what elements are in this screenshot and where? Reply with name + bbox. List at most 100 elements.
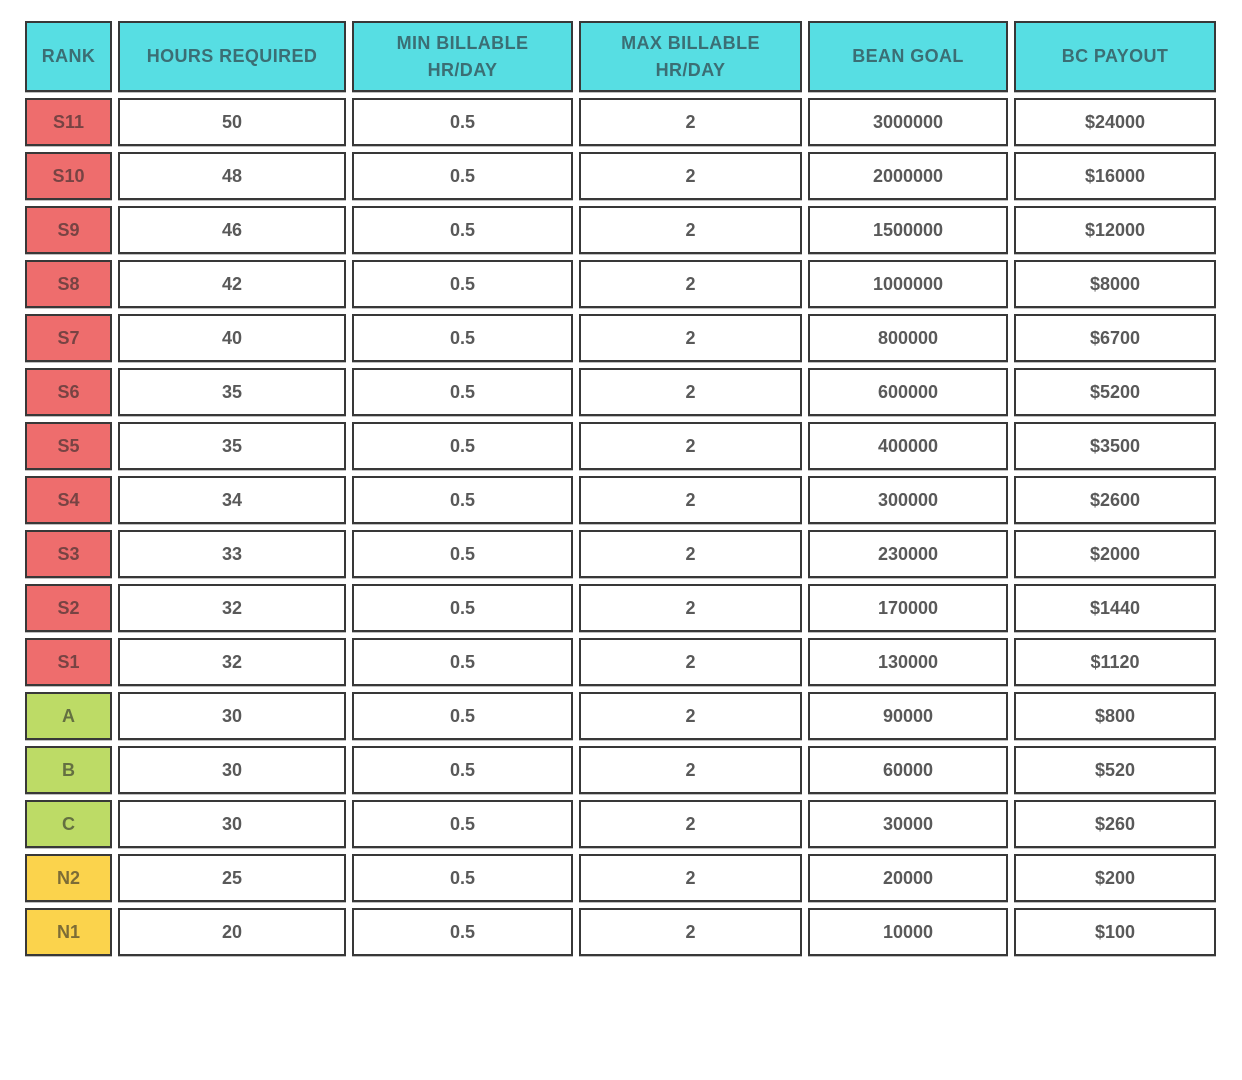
rank-badge-cell: S3 [25, 530, 112, 578]
bean-cell: 170000 [808, 584, 1008, 632]
hours-cell: 25 [118, 854, 346, 902]
hours-cell: 48 [118, 152, 346, 200]
bean-cell: 90000 [808, 692, 1008, 740]
max-cell: 2 [579, 152, 802, 200]
rank-badge-cell: S7 [25, 314, 112, 362]
rank-badge-cell: S11 [25, 98, 112, 146]
payout-table-grid: RANK HOURS REQUIRED MIN BILLABLE HR/DAY … [25, 21, 1216, 956]
header-cell-min-billable: MIN BILLABLE HR/DAY [352, 21, 573, 92]
bean-cell: 2000000 [808, 152, 1008, 200]
max-cell: 2 [579, 476, 802, 524]
bean-cell: 10000 [808, 908, 1008, 956]
max-cell: 2 [579, 908, 802, 956]
rank-badge-cell: C [25, 800, 112, 848]
payout-cell: $5200 [1014, 368, 1216, 416]
bean-cell: 1000000 [808, 260, 1008, 308]
max-cell: 2 [579, 692, 802, 740]
bean-cell: 60000 [808, 746, 1008, 794]
hours-cell: 35 [118, 368, 346, 416]
bean-cell: 400000 [808, 422, 1008, 470]
payout-cell: $520 [1014, 746, 1216, 794]
max-cell: 2 [579, 746, 802, 794]
payout-cell: $6700 [1014, 314, 1216, 362]
header-cell-rank: RANK [25, 21, 112, 92]
min-cell: 0.5 [352, 368, 573, 416]
hours-cell: 34 [118, 476, 346, 524]
header-cell-hours: HOURS REQUIRED [118, 21, 346, 92]
hours-cell: 30 [118, 800, 346, 848]
max-cell: 2 [579, 800, 802, 848]
min-cell: 0.5 [352, 476, 573, 524]
min-cell: 0.5 [352, 206, 573, 254]
max-cell: 2 [579, 206, 802, 254]
payout-cell: $1120 [1014, 638, 1216, 686]
rank-badge-cell: N1 [25, 908, 112, 956]
bean-cell: 600000 [808, 368, 1008, 416]
rank-badge-cell: S8 [25, 260, 112, 308]
rank-badge-cell: N2 [25, 854, 112, 902]
bean-cell: 3000000 [808, 98, 1008, 146]
min-cell: 0.5 [352, 692, 573, 740]
bean-cell: 300000 [808, 476, 1008, 524]
max-cell: 2 [579, 422, 802, 470]
max-cell: 2 [579, 584, 802, 632]
min-cell: 0.5 [352, 260, 573, 308]
rank-badge-cell: A [25, 692, 112, 740]
rank-badge-cell: S4 [25, 476, 112, 524]
max-cell: 2 [579, 854, 802, 902]
bean-cell: 20000 [808, 854, 1008, 902]
payout-cell: $12000 [1014, 206, 1216, 254]
payout-cell: $800 [1014, 692, 1216, 740]
min-cell: 0.5 [352, 908, 573, 956]
rank-badge-cell: S1 [25, 638, 112, 686]
max-cell: 2 [579, 314, 802, 362]
max-cell: 2 [579, 638, 802, 686]
rank-badge-cell: S10 [25, 152, 112, 200]
payout-cell: $200 [1014, 854, 1216, 902]
bean-cell: 30000 [808, 800, 1008, 848]
max-cell: 2 [579, 530, 802, 578]
min-cell: 0.5 [352, 422, 573, 470]
hours-cell: 30 [118, 692, 346, 740]
payout-cell: $100 [1014, 908, 1216, 956]
max-cell: 2 [579, 260, 802, 308]
payout-cell: $3500 [1014, 422, 1216, 470]
payout-cell: $260 [1014, 800, 1216, 848]
rank-badge-cell: B [25, 746, 112, 794]
rank-badge-cell: S9 [25, 206, 112, 254]
payout-cell: $16000 [1014, 152, 1216, 200]
hours-cell: 35 [118, 422, 346, 470]
hours-cell: 30 [118, 746, 346, 794]
min-cell: 0.5 [352, 314, 573, 362]
hours-cell: 46 [118, 206, 346, 254]
header-cell-bean-goal: BEAN GOAL [808, 21, 1008, 92]
hours-cell: 42 [118, 260, 346, 308]
rank-badge-cell: S2 [25, 584, 112, 632]
min-cell: 0.5 [352, 98, 573, 146]
hours-cell: 20 [118, 908, 346, 956]
min-cell: 0.5 [352, 638, 573, 686]
payout-cell: $24000 [1014, 98, 1216, 146]
payout-cell: $2600 [1014, 476, 1216, 524]
rank-badge-cell: S5 [25, 422, 112, 470]
hours-cell: 32 [118, 638, 346, 686]
min-cell: 0.5 [352, 746, 573, 794]
bean-cell: 130000 [808, 638, 1008, 686]
min-cell: 0.5 [352, 854, 573, 902]
max-cell: 2 [579, 98, 802, 146]
min-cell: 0.5 [352, 152, 573, 200]
payout-cell: $8000 [1014, 260, 1216, 308]
payout-table: RANK HOURS REQUIRED MIN BILLABLE HR/DAY … [25, 21, 1216, 956]
rank-badge-cell: S6 [25, 368, 112, 416]
payout-cell: $2000 [1014, 530, 1216, 578]
header-cell-max-billable: MAX BILLABLE HR/DAY [579, 21, 802, 92]
min-cell: 0.5 [352, 530, 573, 578]
hours-cell: 40 [118, 314, 346, 362]
min-cell: 0.5 [352, 800, 573, 848]
bean-cell: 230000 [808, 530, 1008, 578]
header-cell-bc-payout: BC PAYOUT [1014, 21, 1216, 92]
hours-cell: 33 [118, 530, 346, 578]
bean-cell: 800000 [808, 314, 1008, 362]
payout-cell: $1440 [1014, 584, 1216, 632]
